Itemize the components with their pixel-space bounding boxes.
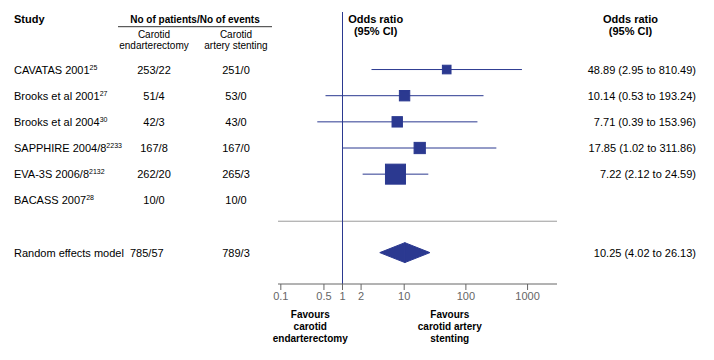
svg-text:17.85 (1.02 to 311.86): 17.85 (1.02 to 311.86) bbox=[589, 142, 696, 154]
svg-text:endarterectomy: endarterectomy bbox=[273, 333, 348, 344]
svg-text:SAPPHIRE 2004/82233: SAPPHIRE 2004/82233 bbox=[14, 142, 122, 154]
svg-text:53/0: 53/0 bbox=[225, 90, 246, 102]
svg-text:789/3: 789/3 bbox=[222, 247, 250, 259]
svg-text:262/20: 262/20 bbox=[137, 168, 171, 180]
svg-text:artery stenting: artery stenting bbox=[204, 40, 267, 51]
svg-text:43/0: 43/0 bbox=[225, 116, 246, 128]
svg-text:0.1: 0.1 bbox=[273, 290, 288, 302]
svg-text:BACASS 200728: BACASS 200728 bbox=[14, 194, 94, 206]
svg-text:1000: 1000 bbox=[515, 290, 539, 302]
svg-text:0.5: 0.5 bbox=[316, 290, 331, 302]
svg-text:carotid artery: carotid artery bbox=[418, 321, 482, 332]
svg-text:EVA-3S 2006/82132: EVA-3S 2006/82132 bbox=[14, 168, 105, 180]
svg-text:Favours: Favours bbox=[291, 309, 330, 320]
svg-text:10/0: 10/0 bbox=[143, 194, 164, 206]
svg-text:2: 2 bbox=[358, 290, 364, 302]
svg-text:167/0: 167/0 bbox=[222, 142, 250, 154]
svg-text:Favours: Favours bbox=[430, 309, 469, 320]
svg-text:265/3: 265/3 bbox=[222, 168, 250, 180]
svg-text:10: 10 bbox=[398, 290, 410, 302]
svg-text:48.89 (2.95 to 810.49): 48.89 (2.95 to 810.49) bbox=[588, 64, 696, 76]
svg-text:253/22: 253/22 bbox=[137, 64, 171, 76]
svg-text:7.22 (2.12 to 24.59): 7.22 (2.12 to 24.59) bbox=[600, 168, 696, 180]
svg-text:(95% CI): (95% CI) bbox=[354, 25, 398, 37]
svg-text:stenting: stenting bbox=[430, 333, 469, 344]
svg-text:10.25 (4.02 to 26.13): 10.25 (4.02 to 26.13) bbox=[594, 247, 696, 259]
svg-text:Study: Study bbox=[14, 13, 45, 25]
svg-text:251/0: 251/0 bbox=[222, 64, 250, 76]
svg-text:Carotid: Carotid bbox=[138, 29, 170, 40]
svg-text:Brooks et al 200430: Brooks et al 200430 bbox=[14, 116, 108, 128]
svg-text:endarterectomy: endarterectomy bbox=[119, 40, 188, 51]
svg-text:Random effects model 785/57: Random effects model 785/57 bbox=[14, 247, 164, 259]
svg-text:167/8: 167/8 bbox=[140, 142, 168, 154]
svg-text:51/4: 51/4 bbox=[143, 90, 164, 102]
svg-text:(95% CI): (95% CI) bbox=[609, 25, 653, 37]
svg-text:42/3: 42/3 bbox=[143, 116, 164, 128]
svg-text:10.14 (0.53 to 193.24): 10.14 (0.53 to 193.24) bbox=[588, 90, 696, 102]
svg-text:Brooks et al 200127: Brooks et al 200127 bbox=[14, 90, 108, 102]
svg-text:CAVATAS 200125: CAVATAS 200125 bbox=[14, 64, 98, 76]
svg-text:Odds ratio: Odds ratio bbox=[348, 13, 403, 25]
svg-text:10/0: 10/0 bbox=[225, 194, 246, 206]
svg-text:Carotid: Carotid bbox=[220, 29, 252, 40]
svg-text:carotid: carotid bbox=[294, 321, 327, 332]
svg-text:Odds ratio: Odds ratio bbox=[603, 13, 658, 25]
svg-text:7.71 (0.39 to 153.96): 7.71 (0.39 to 153.96) bbox=[594, 116, 696, 128]
svg-text:100: 100 bbox=[457, 290, 475, 302]
svg-text:1: 1 bbox=[339, 290, 345, 302]
svg-text:No of patients/No of events: No of patients/No of events bbox=[130, 14, 260, 25]
